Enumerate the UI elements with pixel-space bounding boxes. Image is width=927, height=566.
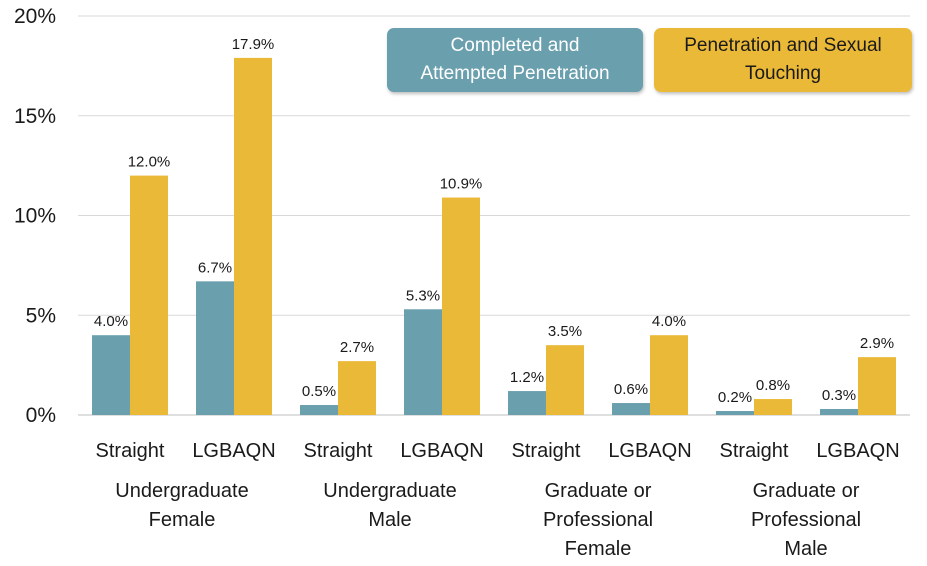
group-label: Graduate or Professional Female — [543, 480, 653, 560]
group-label: Undergraduate Male — [323, 480, 456, 531]
data-labels: 4.0% 6.7% 0.5% 5.3% 1.2% 0.6% 0.2% 0.3% 12.0% 17.… — [94, 36, 894, 406]
bar — [650, 335, 688, 415]
data-label: 0.2% — [718, 389, 752, 406]
y-tick-label: 15% — [14, 105, 56, 128]
y-axis-tick-labels: 0% 5% 10% 15% 20% — [14, 5, 56, 427]
bar — [92, 335, 130, 415]
data-label: 4.0% — [94, 313, 128, 330]
x-tick-label: Straight — [512, 440, 581, 462]
bar — [716, 411, 754, 415]
bar — [546, 345, 584, 415]
legend-entry-penetration-sexual-touching: Penetration and Sexual Touching — [654, 28, 912, 92]
group-label-line: Professional — [543, 509, 653, 531]
data-label: 12.0% — [128, 154, 171, 171]
x-axis-tick-labels: Straight LGBAQN Straight LGBAQN Straight LGBA… — [96, 440, 900, 462]
bar — [234, 57, 272, 416]
bar — [338, 361, 376, 415]
data-label: 0.5% — [302, 383, 336, 400]
bar — [442, 197, 480, 415]
bar — [820, 409, 858, 415]
x-tick-label: LGBAQN — [192, 440, 275, 462]
y-tick-label: 5% — [26, 304, 56, 327]
x-tick-label: LGBAQN — [400, 440, 483, 462]
legend-label-line: Penetration and Sexual — [684, 35, 882, 56]
data-label: 10.9% — [440, 176, 483, 193]
legend-entry-completed-attempted-penetration: Completed and Attempted Penetration — [387, 28, 643, 92]
bar — [130, 175, 168, 415]
data-label: 0.6% — [614, 381, 648, 398]
legend-label-line: Touching — [744, 63, 822, 84]
y-tick-label: 10% — [14, 205, 56, 228]
data-label: 1.2% — [510, 369, 544, 386]
group-label-line: Professional — [751, 509, 861, 531]
data-label: 17.9% — [232, 36, 275, 53]
legend-label-line: Completed and — [450, 35, 580, 56]
legend-label: Penetration and Sexual Touching — [684, 32, 882, 88]
bar — [858, 357, 896, 415]
data-label: 4.0% — [652, 313, 686, 330]
data-label: 2.7% — [340, 339, 374, 356]
y-tick-label: 0% — [26, 404, 56, 427]
bar — [754, 399, 792, 415]
group-label-line: Graduate or — [753, 480, 860, 502]
legend-label: Completed and Attempted Penetration — [420, 32, 609, 88]
group-label: Graduate or Professional Male — [751, 480, 861, 560]
group-label-line: Female — [149, 509, 216, 531]
data-label: 2.9% — [860, 335, 894, 352]
bar — [300, 405, 338, 415]
bar — [508, 391, 546, 415]
data-label: 5.3% — [406, 287, 440, 304]
y-tick-label: 20% — [14, 5, 56, 28]
group-label-line: Graduate or — [545, 480, 652, 502]
x-tick-label: Straight — [720, 440, 789, 462]
bar — [612, 403, 650, 415]
bars — [92, 57, 896, 416]
group-label-line: Undergraduate — [115, 480, 248, 502]
data-label: 0.3% — [822, 387, 856, 404]
group-label-line: Male — [368, 509, 411, 531]
group-label-line: Female — [565, 538, 632, 560]
group-label-line: Undergraduate — [323, 480, 456, 502]
data-label: 6.7% — [198, 259, 232, 276]
x-tick-label: Straight — [304, 440, 373, 462]
legend-label-line: Attempted Penetration — [420, 63, 610, 84]
data-label: 0.8% — [756, 377, 790, 394]
bar — [196, 281, 234, 415]
x-tick-label: Straight — [96, 440, 165, 462]
group-label: Undergraduate Female — [115, 480, 248, 531]
x-tick-label: LGBAQN — [608, 440, 691, 462]
group-label-line: Male — [784, 538, 827, 560]
bar — [404, 309, 442, 415]
x-tick-label: LGBAQN — [816, 440, 899, 462]
data-label: 3.5% — [548, 323, 582, 340]
